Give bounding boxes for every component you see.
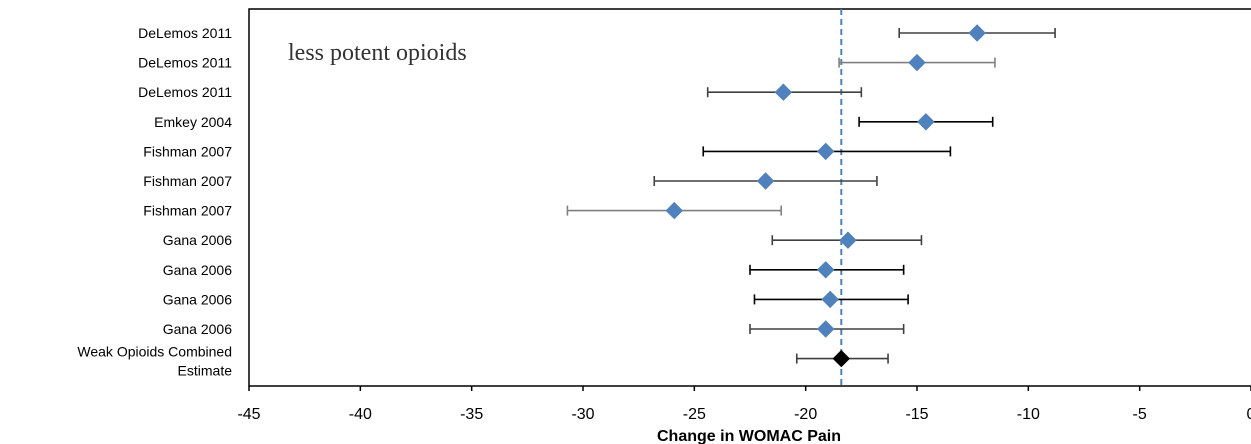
study-row: DeLemos 2011 xyxy=(138,53,996,72)
point-estimate-marker xyxy=(908,53,926,72)
study-row: Emkey 2004 xyxy=(154,113,994,131)
x-tick-label: -20 xyxy=(794,406,817,423)
study-label: DeLemos 2011 xyxy=(138,84,232,100)
x-tick-label: -10 xyxy=(1017,406,1040,423)
study-label: Fishman 2007 xyxy=(143,173,232,189)
study-row: DeLemos 2011 xyxy=(138,83,863,101)
x-tick-label: -25 xyxy=(683,406,706,423)
study-label: Gana 2006 xyxy=(163,321,232,337)
point-estimate-marker xyxy=(821,290,839,309)
study-row: Gana 2006 xyxy=(163,261,905,279)
study-label: Emkey 2004 xyxy=(154,114,232,130)
point-estimate-marker xyxy=(816,320,835,338)
study-label: Gana 2006 xyxy=(163,262,232,278)
study-label: DeLemos 2011 xyxy=(138,55,232,71)
x-axis: -45 -40 -35 -30 -25 -20 -15 -10 -5 0 xyxy=(237,386,1251,423)
point-estimate-marker xyxy=(816,261,835,279)
study-row: DeLemos 2011 xyxy=(138,24,1056,42)
x-tick-label: -30 xyxy=(571,406,594,423)
x-tick-label: -45 xyxy=(237,406,260,423)
study-rows: DeLemos 2011 DeLemos 2011 DeLemos 2011 Emke… xyxy=(77,24,1056,379)
study-row: Fishman 2007 xyxy=(143,142,952,161)
study-row: Fishman 2007 xyxy=(143,201,782,220)
x-tick-label: -5 xyxy=(1133,406,1147,423)
study-label: Fishman 2007 xyxy=(143,203,232,219)
study-label: Fishman 2007 xyxy=(143,143,232,159)
study-row: Weak Opioids Combined Estimate xyxy=(77,344,889,379)
x-tick-label: -35 xyxy=(460,406,483,423)
x-tick-label: -15 xyxy=(905,406,928,423)
study-label-line: Weak Opioids Combined xyxy=(77,344,232,360)
panel-annotation: less potent opioids xyxy=(288,40,467,66)
study-label-line: Estimate xyxy=(178,363,233,379)
study-label: DeLemos 2011 xyxy=(138,25,232,41)
point-estimate-marker xyxy=(968,24,986,42)
reference-and-frame xyxy=(248,8,1251,387)
study-row: Fishman 2007 xyxy=(143,172,878,190)
study-row: Gana 2006 xyxy=(163,320,905,338)
study-label: Gana 2006 xyxy=(163,291,232,307)
study-label: Weak Opioids Combined Estimate xyxy=(77,344,232,379)
combined-estimate-marker xyxy=(832,349,851,368)
study-label: Gana 2006 xyxy=(163,232,232,248)
study-row: Gana 2006 xyxy=(163,290,909,309)
point-estimate-marker xyxy=(756,172,775,190)
point-estimate-marker xyxy=(774,83,793,101)
study-row: Gana 2006 xyxy=(163,231,923,249)
point-estimate-marker xyxy=(816,142,835,161)
point-estimate-marker xyxy=(665,201,684,220)
point-estimate-marker xyxy=(839,231,857,249)
x-tick-label: -40 xyxy=(349,406,372,423)
point-estimate-marker xyxy=(917,113,935,131)
plot-frame xyxy=(248,8,1251,387)
x-axis-title: Change in WOMAC Pain xyxy=(657,428,841,444)
x-tick-label: 0 xyxy=(1247,406,1251,423)
